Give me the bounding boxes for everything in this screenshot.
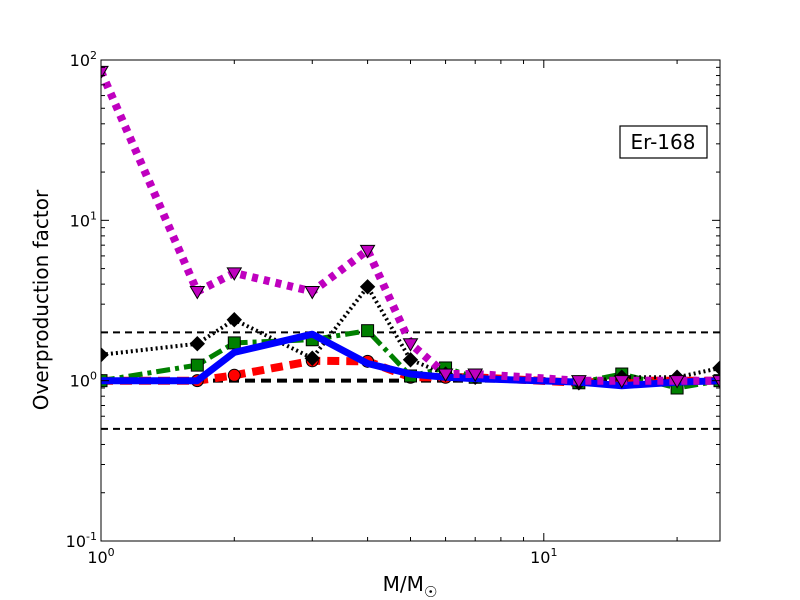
series-1-point bbox=[361, 324, 375, 338]
series-line-2 bbox=[101, 284, 720, 385]
annotation-label: Er-168 bbox=[631, 130, 696, 154]
series-2-point bbox=[189, 336, 206, 352]
x-axis-label: M/M☉ bbox=[383, 572, 438, 600]
annotation-box: Er-168 bbox=[619, 125, 708, 159]
series-1-point bbox=[190, 358, 204, 372]
y-tick-label: 101 bbox=[70, 209, 97, 230]
y-axis-label: Overproduction factor bbox=[29, 189, 53, 410]
series-2-point bbox=[402, 352, 419, 368]
plot-area bbox=[101, 60, 720, 541]
series-4-point bbox=[437, 368, 454, 383]
series-4-point bbox=[226, 267, 243, 281]
series-1-point bbox=[227, 336, 241, 350]
series-4-point bbox=[467, 368, 484, 383]
y-tick-label: 102 bbox=[70, 49, 97, 70]
series-4-point bbox=[613, 375, 630, 389]
series-2-point bbox=[359, 279, 376, 295]
series-4-point bbox=[304, 285, 321, 300]
series-0-point bbox=[227, 368, 241, 382]
series-4-point bbox=[189, 285, 206, 300]
series-layer bbox=[101, 65, 720, 395]
y-tick-label: 10-1 bbox=[66, 530, 97, 551]
series-4-point bbox=[712, 375, 720, 389]
series-2-point bbox=[226, 311, 243, 328]
series-2-point bbox=[712, 360, 720, 376]
series-line-3 bbox=[101, 330, 720, 390]
series-4-point bbox=[359, 244, 376, 259]
series-line-4 bbox=[101, 69, 720, 385]
series-4-point bbox=[669, 375, 685, 389]
plot-frame bbox=[100, 59, 721, 542]
series-4-point bbox=[402, 338, 419, 352]
series-2-point bbox=[101, 347, 109, 363]
x-tick-label: 100 bbox=[87, 546, 114, 567]
y-tick-label: 100 bbox=[70, 370, 97, 391]
series-2-point bbox=[304, 350, 320, 366]
x-tick-label: 101 bbox=[530, 546, 557, 567]
series-4-point bbox=[570, 375, 587, 389]
